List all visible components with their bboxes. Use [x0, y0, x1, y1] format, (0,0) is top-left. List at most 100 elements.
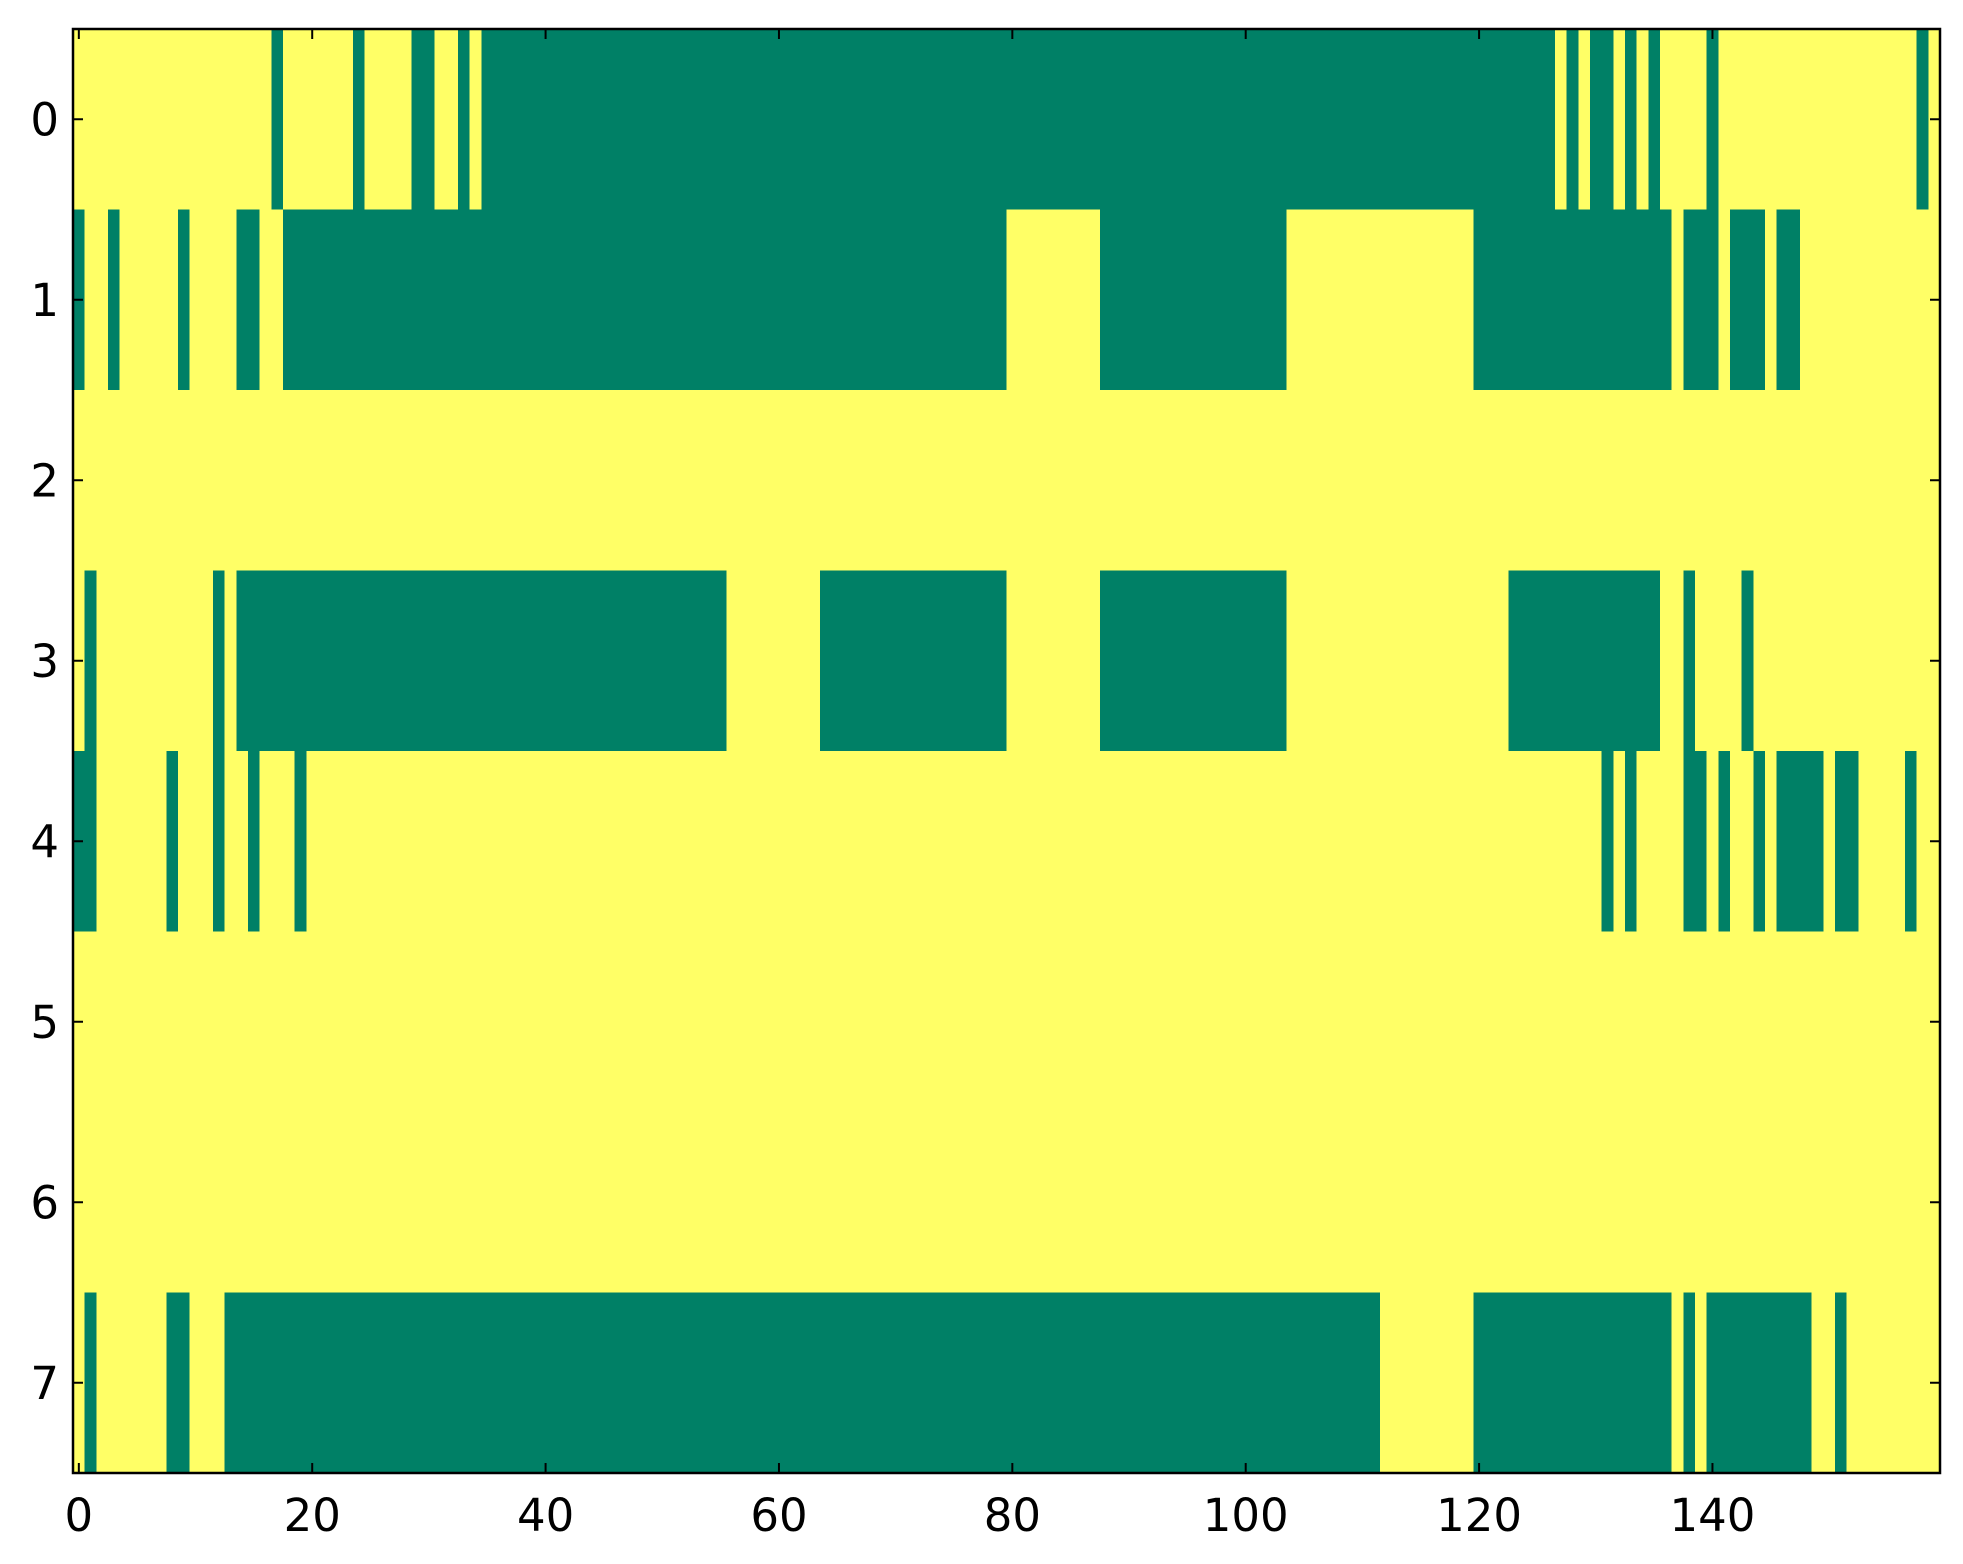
cell: [1508, 390, 1521, 571]
cell: [1274, 1112, 1288, 1293]
cell: [1508, 1112, 1521, 1293]
cell: [808, 209, 821, 391]
cell: [948, 1112, 961, 1293]
cell: [924, 751, 937, 932]
cell: [1239, 1292, 1253, 1474]
cell: [563, 751, 576, 932]
x-tick-label: 20: [284, 1489, 341, 1542]
cell: [1473, 931, 1486, 1113]
cell: [1391, 209, 1404, 391]
cell: [1753, 751, 1766, 932]
cell: [633, 751, 646, 932]
cell: [668, 1292, 681, 1474]
cell: [376, 209, 389, 391]
cell: [1683, 209, 1696, 391]
cell: [1298, 29, 1311, 210]
cell: [1764, 931, 1778, 1113]
cell: [1356, 390, 1369, 571]
cell: [1333, 751, 1346, 932]
cell: [1251, 751, 1264, 932]
cell: [224, 1292, 237, 1474]
cell: [1589, 570, 1603, 752]
cell: [1601, 751, 1614, 932]
cell: [773, 570, 786, 752]
cell: [154, 931, 167, 1113]
cell: [1788, 931, 1801, 1113]
cell: [446, 751, 459, 932]
cell: [236, 1112, 249, 1293]
cell: [1379, 29, 1393, 210]
cell: [213, 1112, 226, 1293]
cell: [843, 931, 856, 1113]
cell: [1753, 1292, 1766, 1474]
cell: [819, 209, 832, 391]
cell: [551, 931, 564, 1113]
cell: [796, 390, 809, 571]
cell: [481, 570, 494, 752]
cell: [1134, 390, 1148, 571]
cell: [131, 29, 144, 210]
cell: [341, 390, 354, 571]
cell: [1193, 1292, 1206, 1474]
cell: [528, 751, 541, 932]
cell: [854, 1112, 867, 1293]
cell: [1111, 209, 1124, 391]
cell: [1613, 1292, 1626, 1474]
cell: [1683, 751, 1696, 932]
cell: [1799, 570, 1813, 752]
cell: [656, 209, 669, 391]
cell: [306, 1292, 319, 1474]
cell: [854, 209, 867, 391]
cell: [714, 1112, 727, 1293]
cell: [1321, 570, 1334, 752]
cell: [714, 931, 727, 1113]
cell: [959, 931, 972, 1113]
cell: [166, 1292, 179, 1474]
cell: [1648, 1292, 1661, 1474]
cell: [1893, 209, 1906, 391]
cell: [1274, 931, 1288, 1113]
cell: [423, 1292, 436, 1474]
cell: [1356, 1112, 1369, 1293]
cell: [1018, 1292, 1031, 1474]
cell: [131, 209, 144, 391]
cell: [119, 931, 132, 1113]
cell: [866, 1112, 879, 1293]
cell: [399, 29, 412, 210]
cell: [294, 931, 307, 1113]
cell: [1531, 209, 1544, 391]
cell: [668, 209, 681, 391]
cell: [504, 570, 517, 752]
cell: [1158, 1292, 1171, 1474]
cell: [563, 1292, 576, 1474]
cell: [866, 931, 879, 1113]
cell: [1123, 751, 1136, 932]
cell: [1916, 751, 1929, 932]
cell: [1146, 29, 1159, 210]
cell: [1321, 390, 1334, 571]
cell: [1309, 29, 1323, 210]
cell: [1671, 1292, 1684, 1474]
cell: [1461, 1292, 1474, 1474]
cell: [854, 931, 867, 1113]
cell: [983, 931, 996, 1113]
cell: [679, 1112, 692, 1293]
cell: [1298, 751, 1311, 932]
cell: [843, 570, 856, 752]
cell: [598, 931, 611, 1113]
cell: [1823, 29, 1836, 210]
cell: [1671, 931, 1684, 1113]
cell: [1309, 1292, 1323, 1474]
cell: [901, 1292, 914, 1474]
cell: [1613, 29, 1626, 210]
cell: [924, 390, 937, 571]
cell: [1823, 390, 1836, 571]
cell: [1531, 1292, 1544, 1474]
cell: [1741, 1292, 1754, 1474]
cell: [679, 29, 692, 210]
cell: [714, 390, 727, 571]
cell: [388, 1292, 401, 1474]
cell: [1099, 390, 1113, 571]
cell: [1461, 1112, 1474, 1293]
cell: [1671, 209, 1684, 391]
